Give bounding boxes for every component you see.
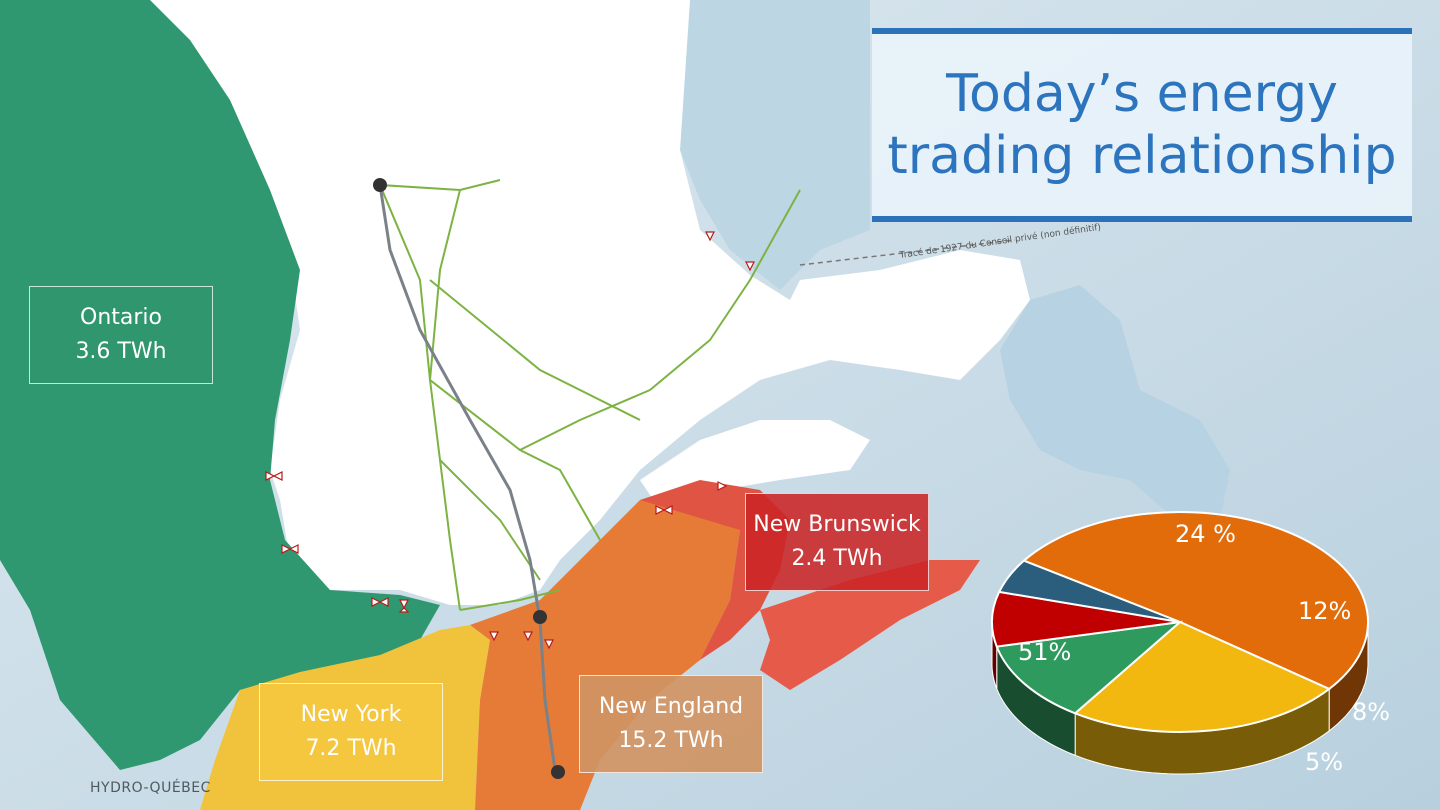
title-box: Today’s energy trading relationship xyxy=(872,28,1412,222)
ontario-value: 3.6 TWh xyxy=(75,339,167,364)
new-england-label: New England 15.2 TWh xyxy=(579,675,763,773)
pie-slice-3 xyxy=(991,590,1181,648)
ontario-name: Ontario xyxy=(80,305,162,330)
pie-slice-0 xyxy=(1022,511,1369,691)
newfoundland-island xyxy=(1000,285,1230,520)
ontario-label: Ontario 3.6 TWh xyxy=(29,286,213,384)
new-york-value: 7.2 TWh xyxy=(305,736,397,761)
new-york-label: New York 7.2 TWh xyxy=(259,683,443,781)
hvdc-line xyxy=(378,184,557,771)
new-york-name: New York xyxy=(300,702,402,727)
converter-station xyxy=(533,610,547,624)
new-england-region xyxy=(470,490,740,810)
credit-text: HYDRO-QUÉBEC xyxy=(90,780,211,796)
interconnection-markers xyxy=(265,231,755,650)
nova-scotia-region xyxy=(760,560,980,690)
converter-station xyxy=(551,765,565,779)
new-brunswick-value: 2.4 TWh xyxy=(791,546,883,571)
trade-share-pie-chart xyxy=(991,511,1369,775)
transmission-lines xyxy=(379,179,801,611)
new-brunswick-name: New Brunswick xyxy=(753,512,921,537)
converter-station xyxy=(373,178,387,192)
labrador-region xyxy=(680,0,870,290)
pie-label-12: 12% xyxy=(1298,597,1352,625)
pie-slice-2 xyxy=(995,620,1184,715)
pie-label-8: 8% xyxy=(1352,698,1391,726)
pie-slice-4 xyxy=(997,559,1181,623)
pie-label-51: 51% xyxy=(1018,638,1072,666)
pie-slice-1 xyxy=(1073,620,1332,733)
page-title: Today’s energy trading relationship xyxy=(887,64,1397,186)
ontario-region xyxy=(0,0,440,770)
pie-label-24: 24 % xyxy=(1175,520,1236,548)
new-england-value: 15.2 TWh xyxy=(618,728,724,753)
pie-label-5: 5% xyxy=(1305,748,1344,776)
new-england-name: New England xyxy=(598,694,744,719)
new-brunswick-label: New Brunswick 2.4 TWh xyxy=(745,493,929,591)
quebec-region xyxy=(140,0,1030,605)
provisional-boundary xyxy=(799,239,1016,266)
